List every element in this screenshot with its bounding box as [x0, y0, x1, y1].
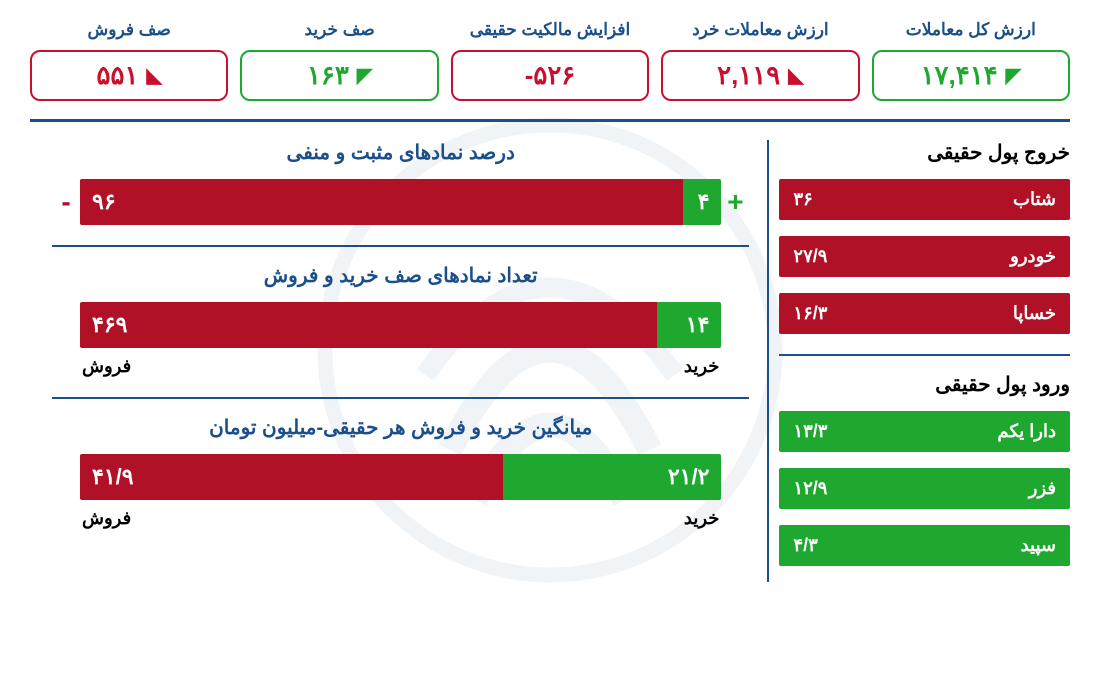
- flow-value: ۲۷/۹: [793, 246, 827, 267]
- flow-symbol: خساپا: [1013, 303, 1056, 324]
- flow-value: ۳۶: [793, 189, 812, 210]
- kpi-number: ۵۵۱: [97, 60, 139, 91]
- chart2-left-label: فروش: [82, 356, 131, 377]
- chart2-bar: ۱۴۴۶۹: [80, 302, 721, 348]
- bar-segment-positive: ۴: [683, 179, 721, 225]
- arrow-up-icon: ◤: [357, 63, 372, 88]
- kpi-card: افزایش مالکیت حقیقی ۵۲۶-: [451, 20, 649, 101]
- chart2-title: تعداد نمادهای صف خرید و فروش: [52, 263, 749, 288]
- bar-segment-negative: ۹۶: [80, 179, 683, 225]
- kpi-number: ۵۲۶-: [525, 60, 576, 91]
- kpi-card: صف فروش ◣ ۵۵۱: [30, 20, 228, 101]
- kpi-label: ارزش معاملات خرد: [661, 20, 859, 40]
- chart-divider-1: [52, 245, 749, 247]
- flow-item: خساپا ۱۶/۳: [779, 293, 1070, 334]
- kpi-number: ۲,۱۱۹: [717, 60, 780, 91]
- flow-value: ۱۲/۹: [793, 478, 827, 499]
- kpi-card: ارزش معاملات خرد ◣ ۲,۱۱۹: [661, 20, 859, 101]
- arrow-up-icon: ◤: [1006, 63, 1021, 88]
- kpi-row: ارزش کل معاملات ◤ ۱۷,۴۱۴ ارزش معاملات خرد ◣ ۲…: [30, 20, 1070, 101]
- money-flow-column: خروج پول حقیقی شتاب۳۶خودرو۲۷/۹خساپا۱۶/۳ …: [779, 140, 1070, 582]
- chart-divider-2: [52, 397, 749, 399]
- kpi-label: صف خرید: [240, 20, 438, 40]
- chart1-title: درصد نمادهای مثبت و منفی: [52, 140, 749, 165]
- bar-segment-negative: ۴۱/۹: [80, 454, 503, 500]
- flow-item: دارا یکم ۱۳/۳: [779, 411, 1070, 452]
- flow-item: خودرو ۲۷/۹: [779, 236, 1070, 277]
- kpi-label: افزایش مالکیت حقیقی: [451, 20, 649, 40]
- kpi-value: ۵۲۶-: [451, 50, 649, 101]
- minus-sign: -: [52, 186, 80, 218]
- flow-value: ۴/۳: [793, 535, 817, 556]
- kpi-label: ارزش کل معاملات: [872, 20, 1070, 40]
- kpi-number: ۱۷,۴۱۴: [921, 60, 998, 91]
- flow-value: ۱۶/۳: [793, 303, 827, 324]
- kpi-value: ◣ ۵۵۱: [30, 50, 228, 101]
- kpi-value: ◤ ۱۷,۴۱۴: [872, 50, 1070, 101]
- outflow-title: خروج پول حقیقی: [779, 140, 1070, 165]
- kpi-card: ارزش کل معاملات ◤ ۱۷,۴۱۴: [872, 20, 1070, 101]
- chart-queue-count: تعداد نمادهای صف خرید و فروش ۱۴۴۶۹ خرید …: [52, 263, 749, 377]
- kpi-number: ۱۶۳: [307, 60, 349, 91]
- flow-value: ۱۳/۳: [793, 421, 827, 442]
- kpi-value: ◤ ۱۶۳: [240, 50, 438, 101]
- chart3-right-label: خرید: [684, 508, 720, 529]
- chart3-left-label: فروش: [82, 508, 131, 529]
- flow-item: فزر ۱۲/۹: [779, 468, 1070, 509]
- flow-divider: [779, 354, 1070, 356]
- vertical-divider: [767, 140, 769, 582]
- inflow-title: ورود پول حقیقی: [779, 372, 1070, 397]
- chart3-bar: ۲۱/۲۴۱/۹: [80, 454, 721, 500]
- flow-symbol: خودرو: [1010, 246, 1056, 267]
- flow-symbol: دارا یکم: [997, 421, 1056, 442]
- plus-sign: +: [721, 186, 749, 218]
- kpi-label: صف فروش: [30, 20, 228, 40]
- flow-item: شتاب ۳۶: [779, 179, 1070, 220]
- chart3-title: میانگین خرید و فروش هر حقیقی-میلیون توما…: [52, 415, 749, 440]
- flow-symbol: فزر: [1029, 478, 1056, 499]
- arrow-down-icon: ◣: [146, 63, 161, 88]
- flow-symbol: شتاب: [1013, 189, 1056, 210]
- bar-segment-positive: ۱۴: [657, 302, 721, 348]
- bar-segment-positive: ۲۱/۲: [503, 454, 721, 500]
- kpi-value: ◣ ۲,۱۱۹: [661, 50, 859, 101]
- chart1-bar: ۴۹۶: [80, 179, 721, 225]
- kpi-card: صف خرید ◤ ۱۶۳: [240, 20, 438, 101]
- chart2-right-label: خرید: [684, 356, 720, 377]
- chart-pos-neg-percent: درصد نمادهای مثبت و منفی + ۴۹۶ -: [52, 140, 749, 225]
- arrow-down-icon: ◣: [788, 63, 803, 88]
- charts-column: درصد نمادهای مثبت و منفی + ۴۹۶ - تعداد ن…: [30, 140, 749, 582]
- bar-segment-negative: ۴۶۹: [80, 302, 657, 348]
- divider-main: [30, 119, 1070, 122]
- chart-avg-trade: میانگین خرید و فروش هر حقیقی-میلیون توما…: [52, 415, 749, 529]
- flow-item: سپید ۴/۳: [779, 525, 1070, 566]
- flow-symbol: سپید: [1021, 535, 1056, 556]
